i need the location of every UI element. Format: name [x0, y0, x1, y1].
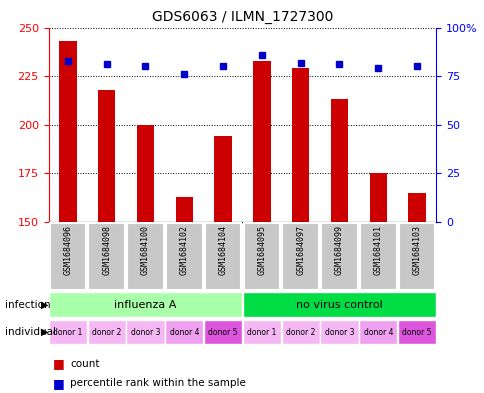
Text: donor 5: donor 5: [402, 328, 431, 336]
Bar: [253, 61, 270, 222]
Bar: [49, 223, 86, 290]
Text: donor 3: donor 3: [131, 328, 160, 336]
Text: donor 2: donor 2: [92, 328, 121, 336]
Text: GSM1684101: GSM1684101: [373, 226, 382, 275]
Text: GSM1684095: GSM1684095: [257, 226, 266, 275]
Bar: [59, 41, 76, 222]
Bar: [320, 320, 358, 344]
Bar: [165, 320, 203, 344]
Bar: [243, 223, 280, 290]
Text: ▶: ▶: [41, 327, 48, 337]
Bar: [242, 320, 280, 344]
Text: GSM1684100: GSM1684100: [141, 226, 150, 275]
Text: donor 2: donor 2: [286, 328, 315, 336]
Bar: [204, 223, 241, 290]
Bar: [408, 193, 425, 222]
Text: donor 3: donor 3: [324, 328, 353, 336]
Bar: [291, 68, 309, 222]
Text: ■: ■: [53, 376, 65, 390]
Bar: [175, 197, 193, 222]
Title: GDS6063 / ILMN_1727300: GDS6063 / ILMN_1727300: [151, 10, 333, 24]
Bar: [204, 320, 242, 344]
Bar: [126, 320, 164, 344]
Text: infection: infection: [5, 299, 50, 310]
Bar: [359, 320, 396, 344]
Text: GSM1684099: GSM1684099: [334, 226, 343, 275]
Text: donor 5: donor 5: [208, 328, 237, 336]
Bar: [398, 223, 435, 290]
Text: GSM1684098: GSM1684098: [102, 226, 111, 275]
Bar: [242, 292, 435, 317]
Bar: [281, 320, 319, 344]
Text: donor 1: donor 1: [247, 328, 276, 336]
Text: GSM1684102: GSM1684102: [180, 226, 188, 275]
Bar: [49, 320, 87, 344]
Text: no virus control: no virus control: [296, 299, 382, 310]
Text: ▶: ▶: [41, 299, 48, 310]
Bar: [88, 320, 125, 344]
Bar: [369, 173, 386, 222]
Text: GSM1684097: GSM1684097: [296, 226, 304, 275]
Bar: [98, 90, 115, 222]
Text: donor 1: donor 1: [53, 328, 82, 336]
Text: count: count: [70, 358, 100, 369]
Text: influenza A: influenza A: [114, 299, 176, 310]
Text: GSM1684096: GSM1684096: [63, 226, 72, 275]
Bar: [397, 320, 435, 344]
Bar: [320, 223, 357, 290]
Text: donor 4: donor 4: [169, 328, 198, 336]
Bar: [214, 136, 231, 222]
Text: individual: individual: [5, 327, 56, 337]
Text: percentile rank within the sample: percentile rank within the sample: [70, 378, 246, 388]
Bar: [282, 223, 318, 290]
Bar: [166, 223, 202, 290]
Bar: [136, 125, 154, 222]
Text: GSM1684104: GSM1684104: [218, 226, 227, 275]
Bar: [359, 223, 396, 290]
Bar: [88, 223, 125, 290]
Bar: [330, 99, 348, 222]
Bar: [49, 292, 242, 317]
Bar: [127, 223, 164, 290]
Text: ■: ■: [53, 357, 65, 370]
Text: GSM1684103: GSM1684103: [412, 226, 421, 275]
Text: donor 4: donor 4: [363, 328, 392, 336]
